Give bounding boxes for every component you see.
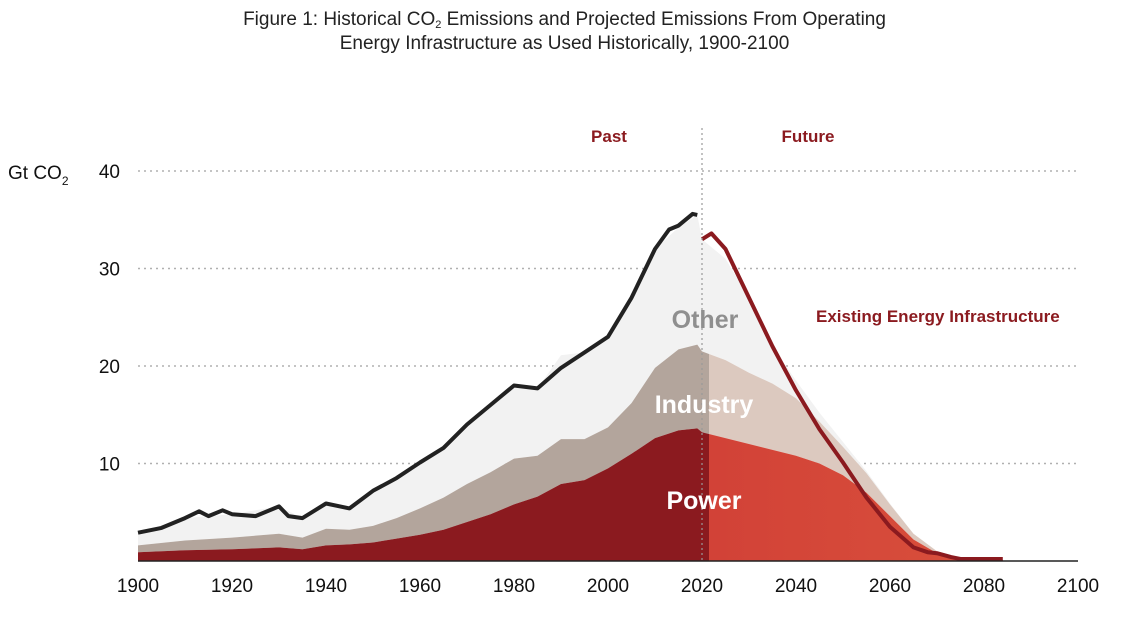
title-line-1-suffix: Emissions and Projected Emissions From O… <box>441 9 886 30</box>
industry-area-future <box>709 353 1003 560</box>
historical-emissions-line <box>137 211 698 535</box>
other-label: Other <box>672 306 739 334</box>
title-line-1-prefix: Figure 1: Historical CO <box>243 9 436 30</box>
other-area-past <box>138 214 709 546</box>
title-line-2: Energy Infrastructure as Used Historical… <box>339 33 790 54</box>
y-tick-label: 20 <box>99 357 120 378</box>
x-tick-label: 1940 <box>305 576 347 597</box>
x-tick-label: 2100 <box>1057 576 1099 597</box>
total-lines <box>137 211 1003 561</box>
power-label: Power <box>666 487 741 515</box>
x-axis-ticks: 1900 1920 1940 1960 1980 2000 2020 2040 2060 2080… <box>117 576 1099 597</box>
past-areas <box>138 214 709 561</box>
title-subscript: 2 <box>435 19 442 31</box>
y-tick-label: 30 <box>99 260 120 281</box>
x-tick-label: 1920 <box>211 576 253 597</box>
title-line-1: Figure 1: Historical CO2 Emissions and P… <box>0 8 1129 32</box>
y-axis-label: Gt CO2 <box>8 163 69 188</box>
x-tick-label: 2060 <box>869 576 911 597</box>
future-areas <box>709 245 1003 561</box>
existing-infrastructure-annotation: Existing Energy Infrastructure <box>816 307 1060 326</box>
industry-label: Industry <box>655 391 754 419</box>
future-label: Future <box>782 127 835 146</box>
power-area-future <box>709 434 1003 561</box>
x-tick-label: 2040 <box>775 576 817 597</box>
industry-area-past <box>138 344 709 553</box>
x-tick-label: 2080 <box>963 576 1005 597</box>
stacked-areas <box>138 214 1003 561</box>
x-tick-label: 1960 <box>399 576 441 597</box>
power-area-past <box>138 428 709 561</box>
x-tick-label: 2000 <box>587 576 629 597</box>
y-tick-label: 10 <box>99 455 120 476</box>
past-label: Past <box>591 127 627 146</box>
chart-title: Figure 1: Historical CO2 Emissions and P… <box>0 8 1129 56</box>
projected-emissions-line <box>700 231 1003 561</box>
y-axis-ticks: 10 20 30 40 <box>99 162 120 476</box>
y-tick-label: 40 <box>99 162 120 183</box>
x-tick-label: 1980 <box>493 576 535 597</box>
x-tick-label: 1900 <box>117 576 159 597</box>
x-tick-label: 2020 <box>681 576 723 597</box>
